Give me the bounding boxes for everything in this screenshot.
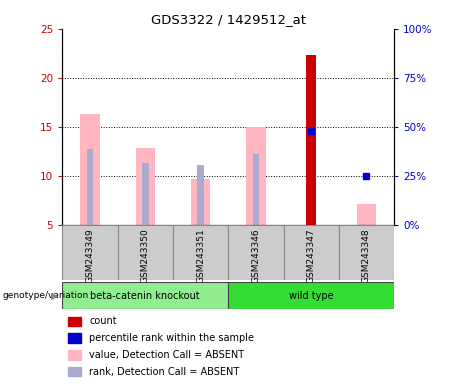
Bar — [339, 225, 394, 280]
Text: percentile rank within the sample: percentile rank within the sample — [89, 333, 254, 343]
Bar — [173, 225, 228, 280]
Bar — [62, 282, 228, 309]
Text: wild type: wild type — [289, 291, 333, 301]
Text: beta-catenin knockout: beta-catenin knockout — [90, 291, 200, 301]
Text: GSM243348: GSM243348 — [362, 228, 371, 283]
Text: GSM243346: GSM243346 — [251, 228, 260, 283]
Bar — [228, 282, 394, 309]
Text: value, Detection Call = ABSENT: value, Detection Call = ABSENT — [89, 350, 244, 360]
Text: count: count — [89, 316, 117, 326]
Bar — [80, 114, 100, 225]
Bar — [62, 225, 118, 280]
Text: genotype/variation: genotype/variation — [2, 291, 89, 300]
Title: GDS3322 / 1429512_at: GDS3322 / 1429512_at — [151, 13, 306, 26]
Bar — [191, 179, 210, 225]
Bar — [142, 163, 148, 225]
Bar — [136, 148, 155, 225]
Bar — [68, 333, 82, 343]
Text: GSM243347: GSM243347 — [307, 228, 316, 283]
Text: GSM243349: GSM243349 — [85, 228, 95, 283]
Bar — [246, 127, 266, 225]
Bar — [284, 225, 339, 280]
Bar — [306, 55, 316, 225]
Text: GSM243350: GSM243350 — [141, 228, 150, 283]
Bar — [87, 149, 93, 225]
Text: GSM243351: GSM243351 — [196, 228, 205, 283]
Bar — [68, 350, 82, 360]
Bar — [68, 367, 82, 376]
Bar — [357, 204, 376, 225]
Text: rank, Detection Call = ABSENT: rank, Detection Call = ABSENT — [89, 367, 240, 377]
Bar — [68, 317, 82, 326]
Text: ▶: ▶ — [51, 291, 58, 301]
Bar — [197, 165, 204, 225]
Bar — [118, 225, 173, 280]
Bar — [228, 225, 284, 280]
Bar — [253, 154, 259, 225]
